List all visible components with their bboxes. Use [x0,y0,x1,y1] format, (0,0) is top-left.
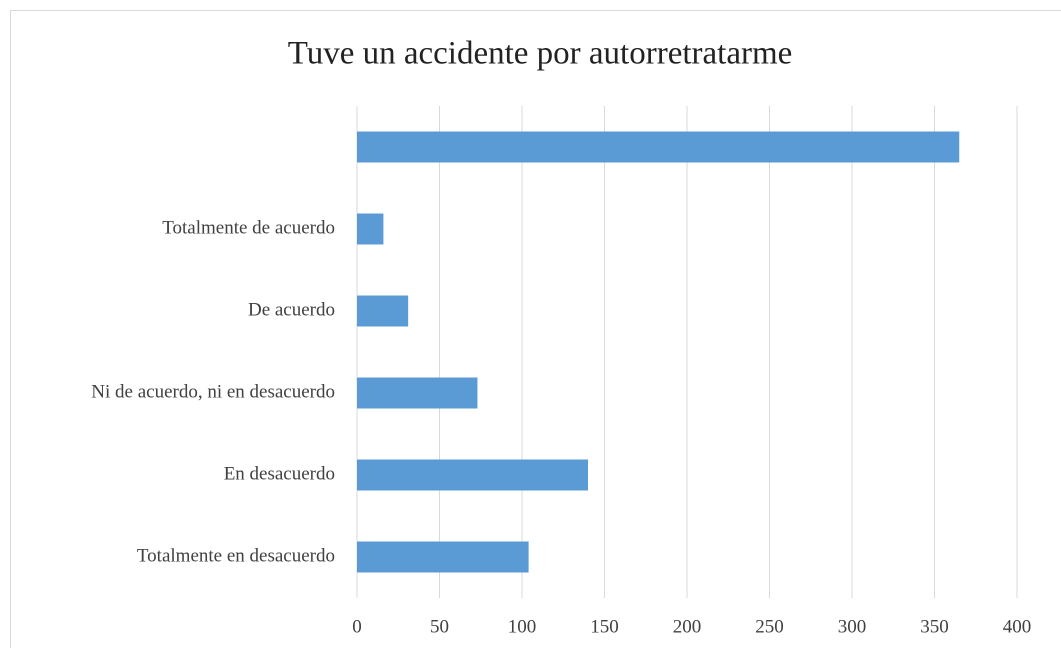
bar [357,377,478,409]
x-tick-label: 0 [352,616,362,637]
x-tick-label: 100 [508,616,537,637]
y-tick-label: Ni de acuerdo, ni en desacuerdo [91,381,335,402]
x-tick-label: 400 [1003,616,1032,637]
x-tick-label: 150 [590,616,619,637]
bar [357,541,529,573]
x-tick-label: 350 [920,616,949,637]
y-tick-label: Totalmente en desacuerdo [137,545,335,566]
x-tick-label: 250 [755,616,784,637]
bar [357,459,588,491]
x-tick-label: 200 [673,616,702,637]
y-tick-label: De acuerdo [248,299,335,320]
y-tick-label: Totalmente de acuerdo [162,217,335,238]
bar [357,295,409,327]
x-tick-label: 300 [838,616,867,637]
chart-frame [10,10,1061,648]
bar [357,131,960,163]
y-tick-label: En desacuerdo [224,463,335,484]
x-tick-label: 50 [430,616,449,637]
chart-title: Tuve un accidente por autorretratarme [288,36,793,72]
bar [357,213,384,245]
